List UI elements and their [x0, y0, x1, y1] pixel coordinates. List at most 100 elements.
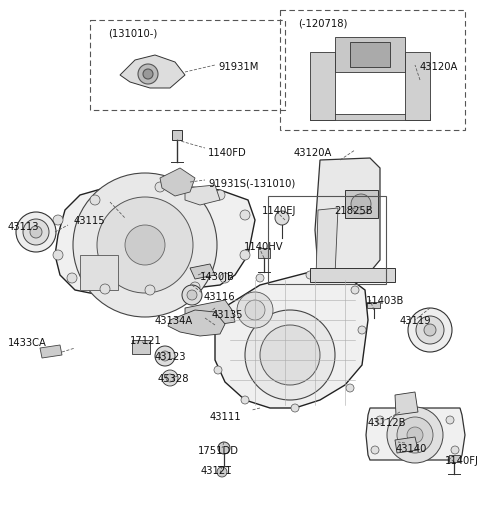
Circle shape — [451, 446, 459, 454]
Circle shape — [100, 284, 110, 294]
Polygon shape — [190, 264, 215, 279]
Text: 43140: 43140 — [396, 444, 427, 454]
Circle shape — [245, 300, 265, 320]
Circle shape — [214, 366, 222, 374]
Circle shape — [73, 173, 217, 317]
Polygon shape — [310, 114, 430, 120]
Circle shape — [90, 195, 100, 205]
Text: 1433CA: 1433CA — [8, 338, 47, 348]
Text: 43116: 43116 — [204, 292, 236, 302]
Circle shape — [53, 215, 63, 225]
Text: 43135: 43135 — [212, 310, 243, 320]
Circle shape — [241, 396, 249, 404]
Polygon shape — [215, 272, 368, 408]
Text: 91931M: 91931M — [218, 62, 258, 72]
Bar — [90, 20, 285, 110]
Polygon shape — [345, 190, 378, 218]
Circle shape — [182, 285, 202, 305]
Circle shape — [143, 69, 153, 79]
Text: 1140FJ: 1140FJ — [445, 456, 479, 466]
Polygon shape — [185, 185, 220, 205]
Text: 43120A: 43120A — [294, 148, 332, 158]
Circle shape — [138, 64, 158, 84]
Text: 21825B: 21825B — [334, 206, 372, 216]
Polygon shape — [367, 302, 380, 308]
Polygon shape — [366, 408, 465, 460]
Circle shape — [260, 325, 320, 385]
Circle shape — [215, 190, 225, 200]
Polygon shape — [160, 168, 195, 196]
Text: 91931S(-131010): 91931S(-131010) — [208, 178, 295, 188]
Polygon shape — [335, 37, 405, 72]
Polygon shape — [258, 248, 270, 258]
Bar — [268, 196, 386, 284]
Circle shape — [97, 197, 193, 293]
Text: 43119: 43119 — [400, 316, 432, 326]
Circle shape — [166, 374, 174, 382]
Text: 1140HV: 1140HV — [244, 242, 284, 252]
Circle shape — [291, 404, 299, 412]
Circle shape — [30, 226, 42, 238]
Circle shape — [245, 310, 335, 400]
Polygon shape — [405, 52, 430, 120]
Circle shape — [371, 446, 379, 454]
Circle shape — [397, 417, 433, 453]
Circle shape — [306, 271, 314, 279]
Text: 43115: 43115 — [74, 216, 106, 226]
Circle shape — [424, 324, 436, 336]
Circle shape — [145, 285, 155, 295]
Polygon shape — [80, 255, 118, 290]
Circle shape — [67, 273, 77, 283]
Circle shape — [218, 442, 230, 454]
Polygon shape — [168, 310, 225, 336]
Text: 43111: 43111 — [210, 412, 241, 422]
Circle shape — [216, 311, 224, 319]
Circle shape — [155, 346, 175, 366]
Circle shape — [53, 250, 63, 260]
Text: 43120A: 43120A — [420, 62, 458, 72]
Polygon shape — [55, 182, 255, 295]
Circle shape — [358, 326, 366, 334]
Text: 43134A: 43134A — [155, 316, 193, 326]
Circle shape — [162, 370, 178, 386]
Text: 43121: 43121 — [200, 466, 232, 476]
Bar — [280, 10, 465, 130]
Polygon shape — [315, 158, 380, 278]
Polygon shape — [172, 130, 182, 140]
Circle shape — [220, 273, 230, 283]
Text: 43123: 43123 — [155, 352, 187, 362]
Circle shape — [187, 290, 197, 300]
Circle shape — [237, 292, 273, 328]
Circle shape — [275, 211, 289, 225]
Circle shape — [446, 416, 454, 424]
Polygon shape — [395, 392, 418, 415]
Circle shape — [240, 250, 250, 260]
Circle shape — [346, 384, 354, 392]
Circle shape — [416, 316, 444, 344]
Circle shape — [407, 427, 423, 443]
Polygon shape — [316, 208, 338, 278]
Text: 1751DD: 1751DD — [198, 446, 239, 456]
Polygon shape — [185, 300, 235, 325]
Polygon shape — [310, 52, 335, 120]
Text: 45328: 45328 — [158, 374, 190, 384]
Text: (-120718): (-120718) — [298, 18, 348, 28]
Text: 11403B: 11403B — [366, 296, 404, 306]
Circle shape — [16, 212, 56, 252]
Circle shape — [240, 210, 250, 220]
Circle shape — [387, 407, 443, 463]
Circle shape — [23, 219, 49, 245]
Circle shape — [376, 416, 384, 424]
Text: 43113: 43113 — [8, 222, 39, 232]
Polygon shape — [132, 340, 150, 354]
Circle shape — [351, 286, 359, 294]
Circle shape — [155, 182, 165, 192]
Polygon shape — [350, 42, 390, 67]
Circle shape — [351, 194, 371, 214]
Polygon shape — [449, 455, 460, 462]
Polygon shape — [310, 268, 395, 282]
Circle shape — [190, 282, 200, 292]
Text: 17121: 17121 — [130, 336, 162, 346]
Text: 43112B: 43112B — [368, 418, 407, 428]
Circle shape — [217, 467, 227, 477]
